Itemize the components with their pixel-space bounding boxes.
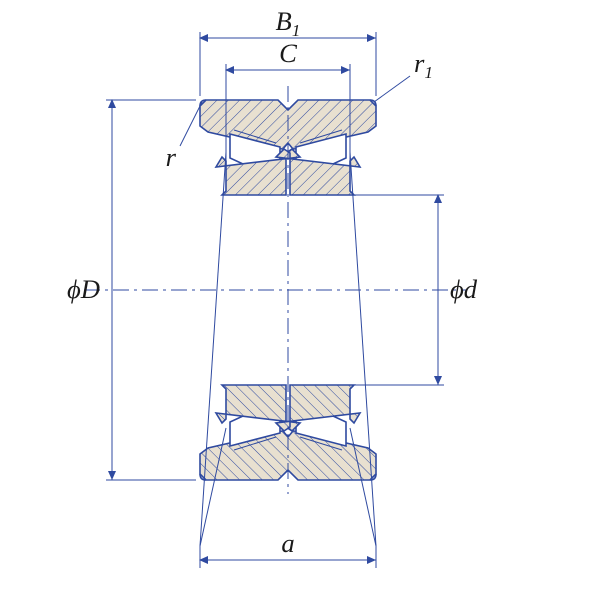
label-r: r [166, 142, 177, 172]
label-phiD: ϕD [67, 274, 100, 304]
label-r1: r1 [414, 48, 433, 82]
label-a: a [281, 528, 294, 558]
bearing-diagram: B1Ca ϕD ϕd r r1 [0, 0, 600, 600]
label-phid: ϕd [450, 274, 478, 304]
label-C: C [279, 38, 297, 68]
label-B1: B1 [276, 6, 301, 40]
